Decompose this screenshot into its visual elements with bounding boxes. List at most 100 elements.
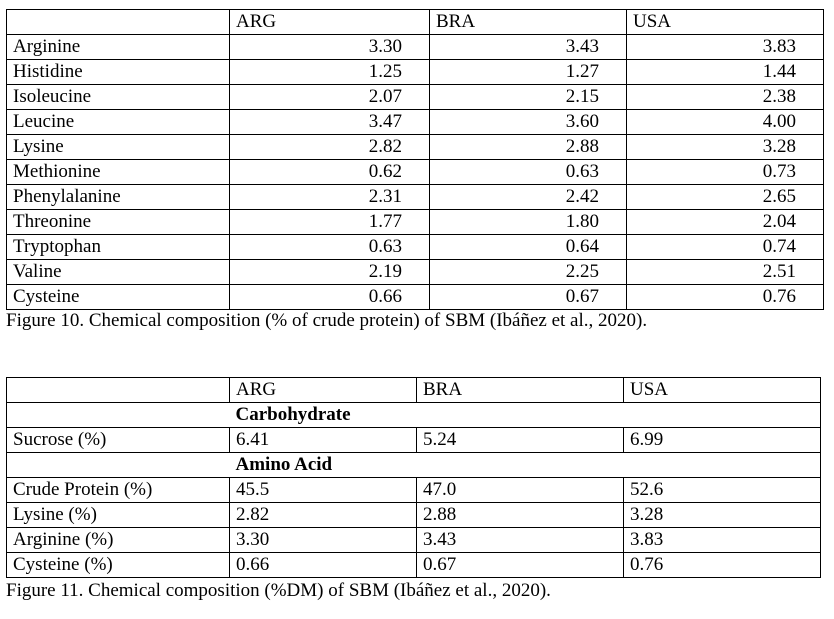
value-cell: 2.19 xyxy=(229,259,430,285)
value-cell: 6.41 xyxy=(229,427,417,453)
header-cell-arg: ARG xyxy=(229,377,417,403)
table-row: Lysine (%) 2.82 2.88 3.28 xyxy=(6,502,821,528)
value-cell: 3.28 xyxy=(626,134,824,160)
table-row: Crude Protein (%) 45.5 47.0 52.6 xyxy=(6,477,821,503)
header-cell-arg: ARG xyxy=(229,9,430,35)
value-cell: 47.0 xyxy=(416,477,624,503)
section-row: Amino Acid xyxy=(6,452,821,478)
value-cell: 2.31 xyxy=(229,184,430,210)
value-cell: 3.83 xyxy=(623,527,821,553)
value-cell: 3.43 xyxy=(416,527,624,553)
header-cell-empty xyxy=(6,9,230,35)
row-label: Cysteine (%) xyxy=(6,552,230,578)
value-cell: 0.67 xyxy=(416,552,624,578)
value-cell: 52.6 xyxy=(623,477,821,503)
row-label: Tryptophan xyxy=(6,234,230,260)
value-cell: 1.77 xyxy=(229,209,430,235)
row-label: Lysine (%) xyxy=(6,502,230,528)
row-label: Histidine xyxy=(6,59,230,85)
value-cell: 0.74 xyxy=(626,234,824,260)
table-row: Arginine (%) 3.30 3.43 3.83 xyxy=(6,527,821,553)
value-cell: 0.63 xyxy=(429,159,627,185)
section-heading-amino-acid: Amino Acid xyxy=(229,452,821,478)
value-cell: 2.88 xyxy=(416,502,624,528)
value-cell: 0.76 xyxy=(623,552,821,578)
header-cell-bra: BRA xyxy=(429,9,627,35)
table-row: Phenylalanine 2.31 2.42 2.65 xyxy=(6,184,824,210)
section-heading-carbohydrate: Carbohydrate xyxy=(229,402,821,428)
table-row: Valine 2.19 2.25 2.51 xyxy=(6,259,824,285)
row-label: Leucine xyxy=(6,109,230,135)
value-cell: 2.82 xyxy=(229,502,417,528)
value-cell: 0.62 xyxy=(229,159,430,185)
value-cell: 5.24 xyxy=(416,427,624,453)
section-spacer xyxy=(6,452,230,478)
row-label: Phenylalanine xyxy=(6,184,230,210)
table-row: Threonine 1.77 1.80 2.04 xyxy=(6,209,824,235)
value-cell: 1.27 xyxy=(429,59,627,85)
value-cell: 0.73 xyxy=(626,159,824,185)
table-row: Isoleucine 2.07 2.15 2.38 xyxy=(6,84,824,110)
table-row: Lysine 2.82 2.88 3.28 xyxy=(6,134,824,160)
header-cell-usa: USA xyxy=(626,9,824,35)
value-cell: 0.63 xyxy=(229,234,430,260)
value-cell: 2.42 xyxy=(429,184,627,210)
value-cell: 2.51 xyxy=(626,259,824,285)
value-cell: 3.28 xyxy=(623,502,821,528)
row-label: Methionine xyxy=(6,159,230,185)
header-cell-usa: USA xyxy=(623,377,821,403)
value-cell: 2.65 xyxy=(626,184,824,210)
value-cell: 2.88 xyxy=(429,134,627,160)
table-row: Tryptophan 0.63 0.64 0.74 xyxy=(6,234,824,260)
row-label: Crude Protein (%) xyxy=(6,477,230,503)
value-cell: 0.66 xyxy=(229,552,417,578)
value-cell: 4.00 xyxy=(626,109,824,135)
value-cell: 6.99 xyxy=(623,427,821,453)
value-cell: 3.43 xyxy=(429,34,627,60)
table-row: Arginine 3.30 3.43 3.83 xyxy=(6,34,824,60)
table-row: Methionine 0.62 0.63 0.73 xyxy=(6,159,824,185)
row-label: Arginine xyxy=(6,34,230,60)
row-label: Sucrose (%) xyxy=(6,427,230,453)
table-row: Histidine 1.25 1.27 1.44 xyxy=(6,59,824,85)
row-label: Threonine xyxy=(6,209,230,235)
value-cell: 3.30 xyxy=(229,527,417,553)
header-cell-empty xyxy=(6,377,230,403)
value-cell: 0.76 xyxy=(626,284,824,310)
value-cell: 2.04 xyxy=(626,209,824,235)
row-label: Cysteine xyxy=(6,284,230,310)
value-cell: 1.44 xyxy=(626,59,824,85)
value-cell: 2.07 xyxy=(229,84,430,110)
value-cell: 3.83 xyxy=(626,34,824,60)
value-cell: 2.25 xyxy=(429,259,627,285)
row-label: Arginine (%) xyxy=(6,527,230,553)
value-cell: 2.82 xyxy=(229,134,430,160)
value-cell: 3.30 xyxy=(229,34,430,60)
table-header-row: ARG BRA USA xyxy=(6,377,821,403)
amino-acid-table: ARG BRA USA Arginine 3.30 3.43 3.83 Hist… xyxy=(6,9,824,310)
figure-10-caption: Figure 10. Chemical composition (% of cr… xyxy=(6,310,648,331)
value-cell: 0.64 xyxy=(429,234,627,260)
row-label: Lysine xyxy=(6,134,230,160)
table-row: Leucine 3.47 3.60 4.00 xyxy=(6,109,824,135)
value-cell: 3.47 xyxy=(229,109,430,135)
value-cell: 45.5 xyxy=(229,477,417,503)
value-cell: 2.38 xyxy=(626,84,824,110)
value-cell: 1.80 xyxy=(429,209,627,235)
value-cell: 2.15 xyxy=(429,84,627,110)
table-header-row: ARG BRA USA xyxy=(6,9,824,35)
figure-11-caption: Figure 11. Chemical composition (%DM) of… xyxy=(6,580,551,601)
composition-table: ARG BRA USA Carbohydrate Sucrose (%) 6.4… xyxy=(6,377,821,578)
table-row: Cysteine (%) 0.66 0.67 0.76 xyxy=(6,552,821,578)
value-cell: 0.66 xyxy=(229,284,430,310)
value-cell: 1.25 xyxy=(229,59,430,85)
table-row: Sucrose (%) 6.41 5.24 6.99 xyxy=(6,427,821,453)
section-spacer xyxy=(6,402,230,428)
value-cell: 0.67 xyxy=(429,284,627,310)
table-row: Cysteine 0.66 0.67 0.76 xyxy=(6,284,824,310)
header-cell-bra: BRA xyxy=(416,377,624,403)
section-row: Carbohydrate xyxy=(6,402,821,428)
row-label: Isoleucine xyxy=(6,84,230,110)
value-cell: 3.60 xyxy=(429,109,627,135)
row-label: Valine xyxy=(6,259,230,285)
